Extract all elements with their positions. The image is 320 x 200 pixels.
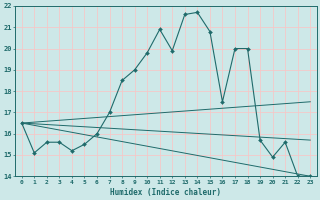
X-axis label: Humidex (Indice chaleur): Humidex (Indice chaleur) — [110, 188, 221, 197]
